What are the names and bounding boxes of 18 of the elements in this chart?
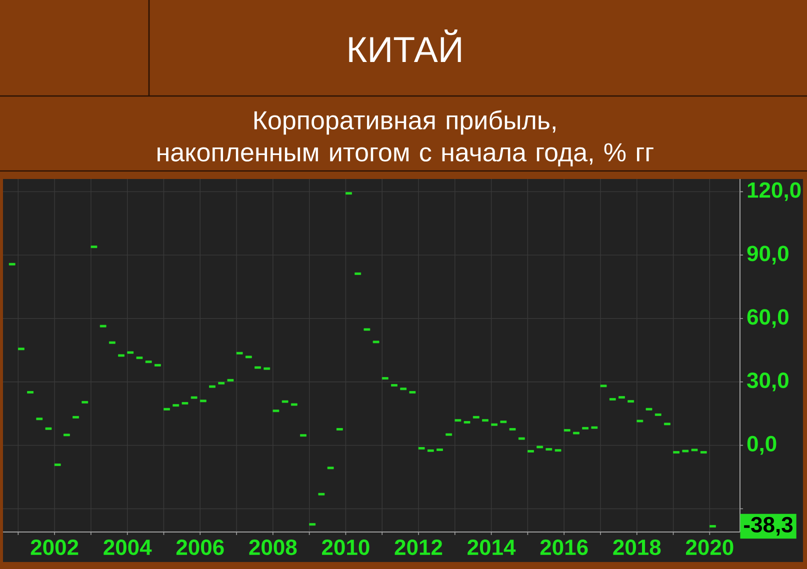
x-tick-label: 2012 bbox=[394, 540, 442, 556]
x-tick-label: 2018 bbox=[613, 540, 661, 556]
chart-subtitle: Корпоративная прибыль, накопленным итогом с начала года, % гг bbox=[158, 110, 654, 166]
chart-title: КИТАЙ bbox=[349, 29, 461, 62]
y-tick-label: 30,0 bbox=[747, 372, 788, 392]
x-tick-label: 2010 bbox=[322, 540, 370, 556]
y-tick-label: 60,0 bbox=[747, 309, 788, 328]
y-tick-label: 0,0 bbox=[747, 436, 776, 455]
x-tick-label: 2014 bbox=[468, 540, 516, 556]
x-tick-label: 2008 bbox=[249, 540, 297, 556]
y-tick-label: 120,0 bbox=[748, 182, 801, 202]
x-tick-label: 2016 bbox=[540, 540, 588, 556]
x-tick-label: 2002 bbox=[30, 540, 78, 556]
data-label: -38,3 bbox=[744, 516, 793, 536]
x-tick-label: 2006 bbox=[176, 540, 224, 556]
x-tick-label: 2020 bbox=[686, 540, 734, 556]
y-tick-label: 90,0 bbox=[747, 246, 788, 264]
x-tick-label: 2004 bbox=[104, 540, 152, 556]
